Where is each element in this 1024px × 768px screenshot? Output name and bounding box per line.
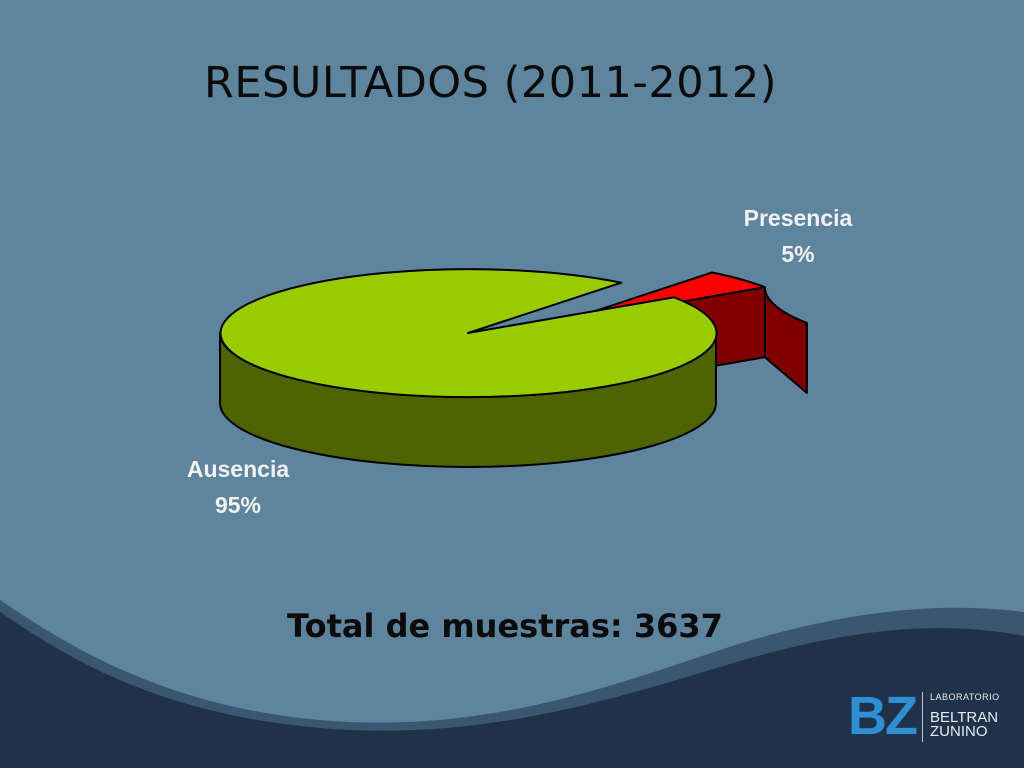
slide-title: RESULTADOS (2011-2012) (204, 58, 778, 108)
ausencia-label: Ausencia 95% (187, 456, 289, 518)
presencia-side (763, 286, 808, 394)
company-logo: BZ LABORATORIO BELTRAN ZUNINO (848, 686, 1000, 746)
presencia-label: Presencia 5% (744, 205, 853, 267)
logo-line-2: ZUNINO (930, 723, 988, 740)
total-samples-text: Total de muestras: 3637 (287, 607, 723, 645)
logo-divider (922, 692, 923, 742)
bottom-wave (0, 612, 1024, 768)
logo-line-1: BELTRAN (930, 709, 999, 726)
logo-small-text: LABORATORIO (930, 692, 1000, 702)
logo-mark: BZ (848, 686, 918, 746)
pie-labels: Presencia 5% Ausencia 95% (187, 205, 853, 518)
ausencia-slice (219, 268, 718, 399)
pie-slices (219, 268, 808, 468)
